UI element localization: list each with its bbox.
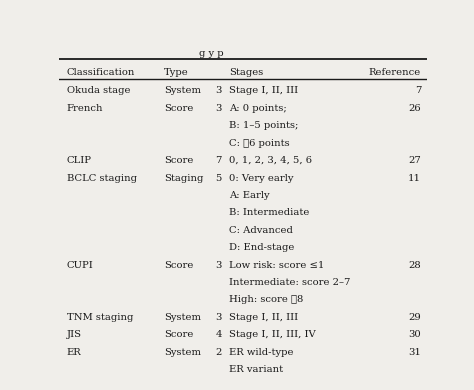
Text: 4: 4 xyxy=(215,330,222,339)
Text: 5: 5 xyxy=(215,174,222,183)
Text: High: score ≧8: High: score ≧8 xyxy=(229,296,303,305)
Text: CLIP: CLIP xyxy=(66,156,91,165)
Text: Score: Score xyxy=(164,330,193,339)
Text: System: System xyxy=(164,87,201,96)
Text: 0, 1, 2, 3, 4, 5, 6: 0, 1, 2, 3, 4, 5, 6 xyxy=(229,156,312,165)
Text: CUPI: CUPI xyxy=(66,261,93,269)
Text: ER variant: ER variant xyxy=(229,365,283,374)
Text: B: Intermediate: B: Intermediate xyxy=(229,208,310,217)
Text: C: Advanced: C: Advanced xyxy=(229,226,293,235)
Text: French: French xyxy=(66,104,103,113)
Text: C: ≧6 points: C: ≧6 points xyxy=(229,139,290,148)
Text: 27: 27 xyxy=(408,156,421,165)
Text: 11: 11 xyxy=(408,174,421,183)
Text: 28: 28 xyxy=(408,261,421,269)
Text: B: 1–5 points;: B: 1–5 points; xyxy=(229,121,298,130)
Text: TNM staging: TNM staging xyxy=(66,313,133,322)
Text: BCLC staging: BCLC staging xyxy=(66,174,137,183)
Text: 3: 3 xyxy=(215,261,222,269)
Text: JIS: JIS xyxy=(66,330,82,339)
Text: g y p: g y p xyxy=(199,49,223,58)
Text: Reference: Reference xyxy=(369,68,421,78)
Text: 2: 2 xyxy=(215,348,222,357)
Text: ER: ER xyxy=(66,348,82,357)
Text: Intermediate: score 2–7: Intermediate: score 2–7 xyxy=(229,278,350,287)
Text: A: 0 points;: A: 0 points; xyxy=(229,104,287,113)
Text: Score: Score xyxy=(164,104,193,113)
Text: 3: 3 xyxy=(215,313,222,322)
Text: 7: 7 xyxy=(215,156,222,165)
Text: Staging: Staging xyxy=(164,174,203,183)
Text: Stage I, II, III: Stage I, II, III xyxy=(229,87,298,96)
Text: System: System xyxy=(164,313,201,322)
Text: Stages: Stages xyxy=(229,68,263,78)
Text: Classification: Classification xyxy=(66,68,135,78)
Text: 31: 31 xyxy=(408,348,421,357)
Text: Type: Type xyxy=(164,68,189,78)
Text: 0: Very early: 0: Very early xyxy=(229,174,293,183)
Text: Score: Score xyxy=(164,156,193,165)
Text: Okuda stage: Okuda stage xyxy=(66,87,130,96)
Text: 30: 30 xyxy=(408,330,421,339)
Text: 7: 7 xyxy=(415,87,421,96)
Text: 29: 29 xyxy=(408,313,421,322)
Text: 3: 3 xyxy=(215,104,222,113)
Text: 3: 3 xyxy=(215,87,222,96)
Text: Score: Score xyxy=(164,261,193,269)
Text: System: System xyxy=(164,348,201,357)
Text: D: End-stage: D: End-stage xyxy=(229,243,294,252)
Text: 26: 26 xyxy=(409,104,421,113)
Text: Low risk: score ≤1: Low risk: score ≤1 xyxy=(229,261,324,269)
Text: Stage I, II, III: Stage I, II, III xyxy=(229,313,298,322)
Text: Stage I, II, III, IV: Stage I, II, III, IV xyxy=(229,330,316,339)
Text: A: Early: A: Early xyxy=(229,191,270,200)
Text: ER wild-type: ER wild-type xyxy=(229,348,293,357)
